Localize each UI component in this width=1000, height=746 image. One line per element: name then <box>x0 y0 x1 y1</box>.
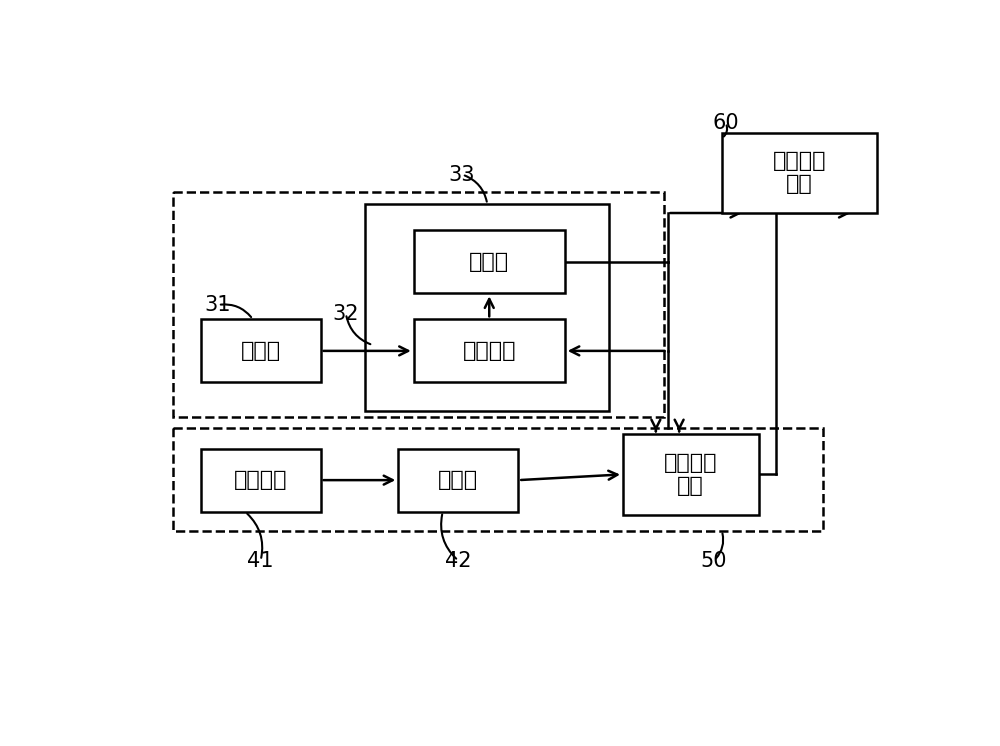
Text: 41: 41 <box>247 551 274 571</box>
Bar <box>398 448 518 512</box>
Text: 校准控制
单元: 校准控制 单元 <box>664 453 718 496</box>
Text: 定位块: 定位块 <box>241 341 281 361</box>
Text: 计数器: 计数器 <box>469 252 509 272</box>
Text: 42: 42 <box>445 551 472 571</box>
Text: 行驶控制
单元: 行驶控制 单元 <box>772 151 826 195</box>
Text: 60: 60 <box>712 113 739 133</box>
Bar <box>722 133 877 213</box>
Bar <box>173 428 822 530</box>
Text: 33: 33 <box>449 165 475 184</box>
Text: 50: 50 <box>701 551 727 571</box>
Bar <box>201 319 321 383</box>
Text: 通信标签: 通信标签 <box>234 470 287 490</box>
Text: 接近开关: 接近开关 <box>462 341 516 361</box>
Text: 读写器: 读写器 <box>438 470 478 490</box>
Bar <box>365 204 609 411</box>
Text: 31: 31 <box>205 295 231 315</box>
Bar <box>414 231 565 293</box>
Bar <box>201 448 321 512</box>
Text: 32: 32 <box>333 304 359 324</box>
Bar <box>623 434 759 515</box>
Bar <box>414 319 565 383</box>
Bar <box>173 192 664 417</box>
